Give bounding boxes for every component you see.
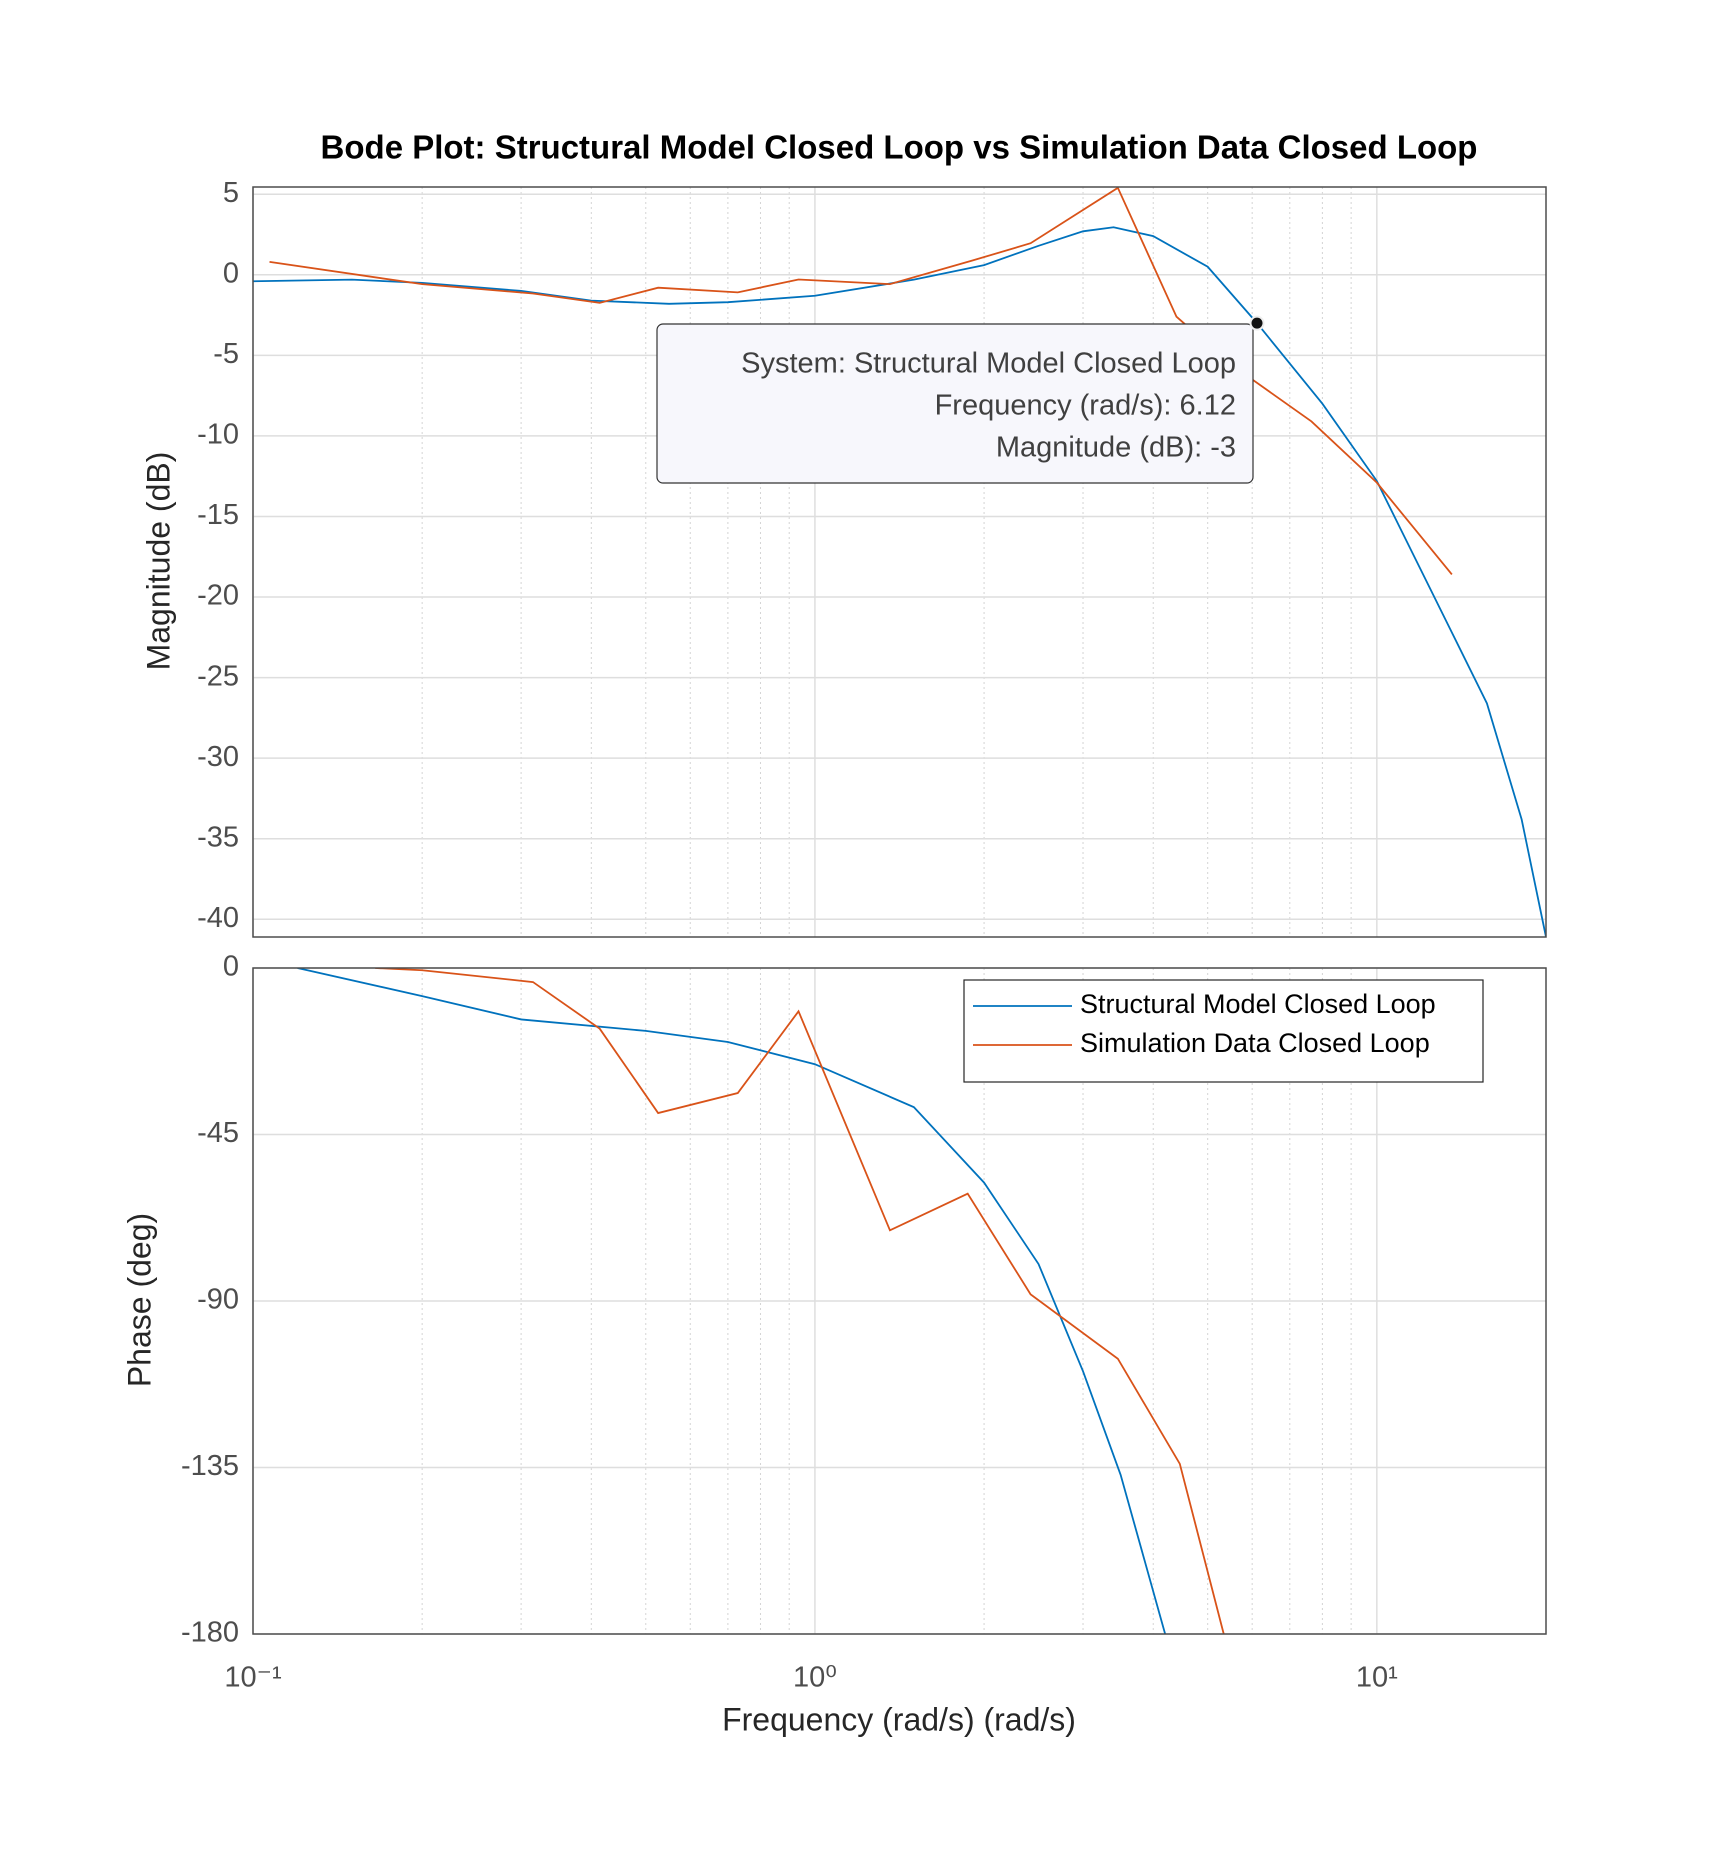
x-tick-label: 10⁰ <box>793 1662 837 1694</box>
y-tick-label: -90 <box>197 1284 239 1316</box>
y-tick-label: -30 <box>197 741 239 773</box>
x-tick-label: 10¹ <box>1356 1662 1398 1694</box>
datatip-text: System: Structural Model Closed Loop <box>741 348 1236 380</box>
y-tick-label: -135 <box>181 1450 239 1482</box>
legend-box <box>963 979 1484 1083</box>
series-line <box>297 968 1167 1634</box>
series-line <box>375 968 1225 1634</box>
y-tick-label: 0 <box>223 951 239 983</box>
y-tick-label: -180 <box>181 1617 239 1649</box>
y-tick-label: 5 <box>223 177 239 209</box>
y-tick-label: -15 <box>197 499 239 531</box>
y-tick-label: -10 <box>197 419 239 451</box>
series-line <box>253 226 1546 937</box>
axes-box <box>252 967 1547 1635</box>
x-axis-label: Frequency (rad/s) (rad/s) <box>722 1701 1076 1737</box>
datatip-box <box>656 323 1254 484</box>
y-tick-label: -25 <box>197 660 239 692</box>
x-tick-label: 10⁻¹ <box>224 1662 282 1694</box>
y-tick-label: -35 <box>197 821 239 853</box>
y-axis-label: Magnitude (dB) <box>140 452 176 671</box>
legend-label: Simulation Data Closed Loop <box>1080 1028 1430 1058</box>
y-tick-label: -40 <box>197 902 239 934</box>
y-axis-label: Phase (deg) <box>121 1213 157 1387</box>
chart-title: Bode Plot: Structural Model Closed Loop … <box>321 129 1478 166</box>
y-tick-label: -5 <box>213 338 239 370</box>
plot-area <box>253 187 1546 937</box>
y-tick-label: 0 <box>223 257 239 289</box>
series-line <box>269 187 1453 576</box>
datatip-marker <box>1249 315 1265 331</box>
series-group <box>253 187 1546 937</box>
series-group <box>297 968 1225 1634</box>
y-tick-label: -20 <box>197 580 239 612</box>
datatip-text: Magnitude (dB): -3 <box>996 432 1236 464</box>
axes-box <box>252 186 1547 938</box>
datatip-text: Frequency (rad/s): 6.12 <box>935 390 1236 422</box>
y-tick-label: -45 <box>197 1117 239 1149</box>
legend-label: Structural Model Closed Loop <box>1080 989 1436 1019</box>
